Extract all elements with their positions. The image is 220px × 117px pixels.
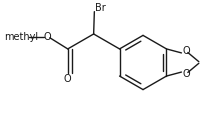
Text: O: O	[182, 46, 190, 56]
Text: O: O	[43, 32, 51, 42]
Text: O: O	[64, 74, 72, 84]
Text: O: O	[182, 69, 190, 79]
Text: methyl: methyl	[4, 32, 38, 42]
Text: Br: Br	[95, 3, 106, 13]
